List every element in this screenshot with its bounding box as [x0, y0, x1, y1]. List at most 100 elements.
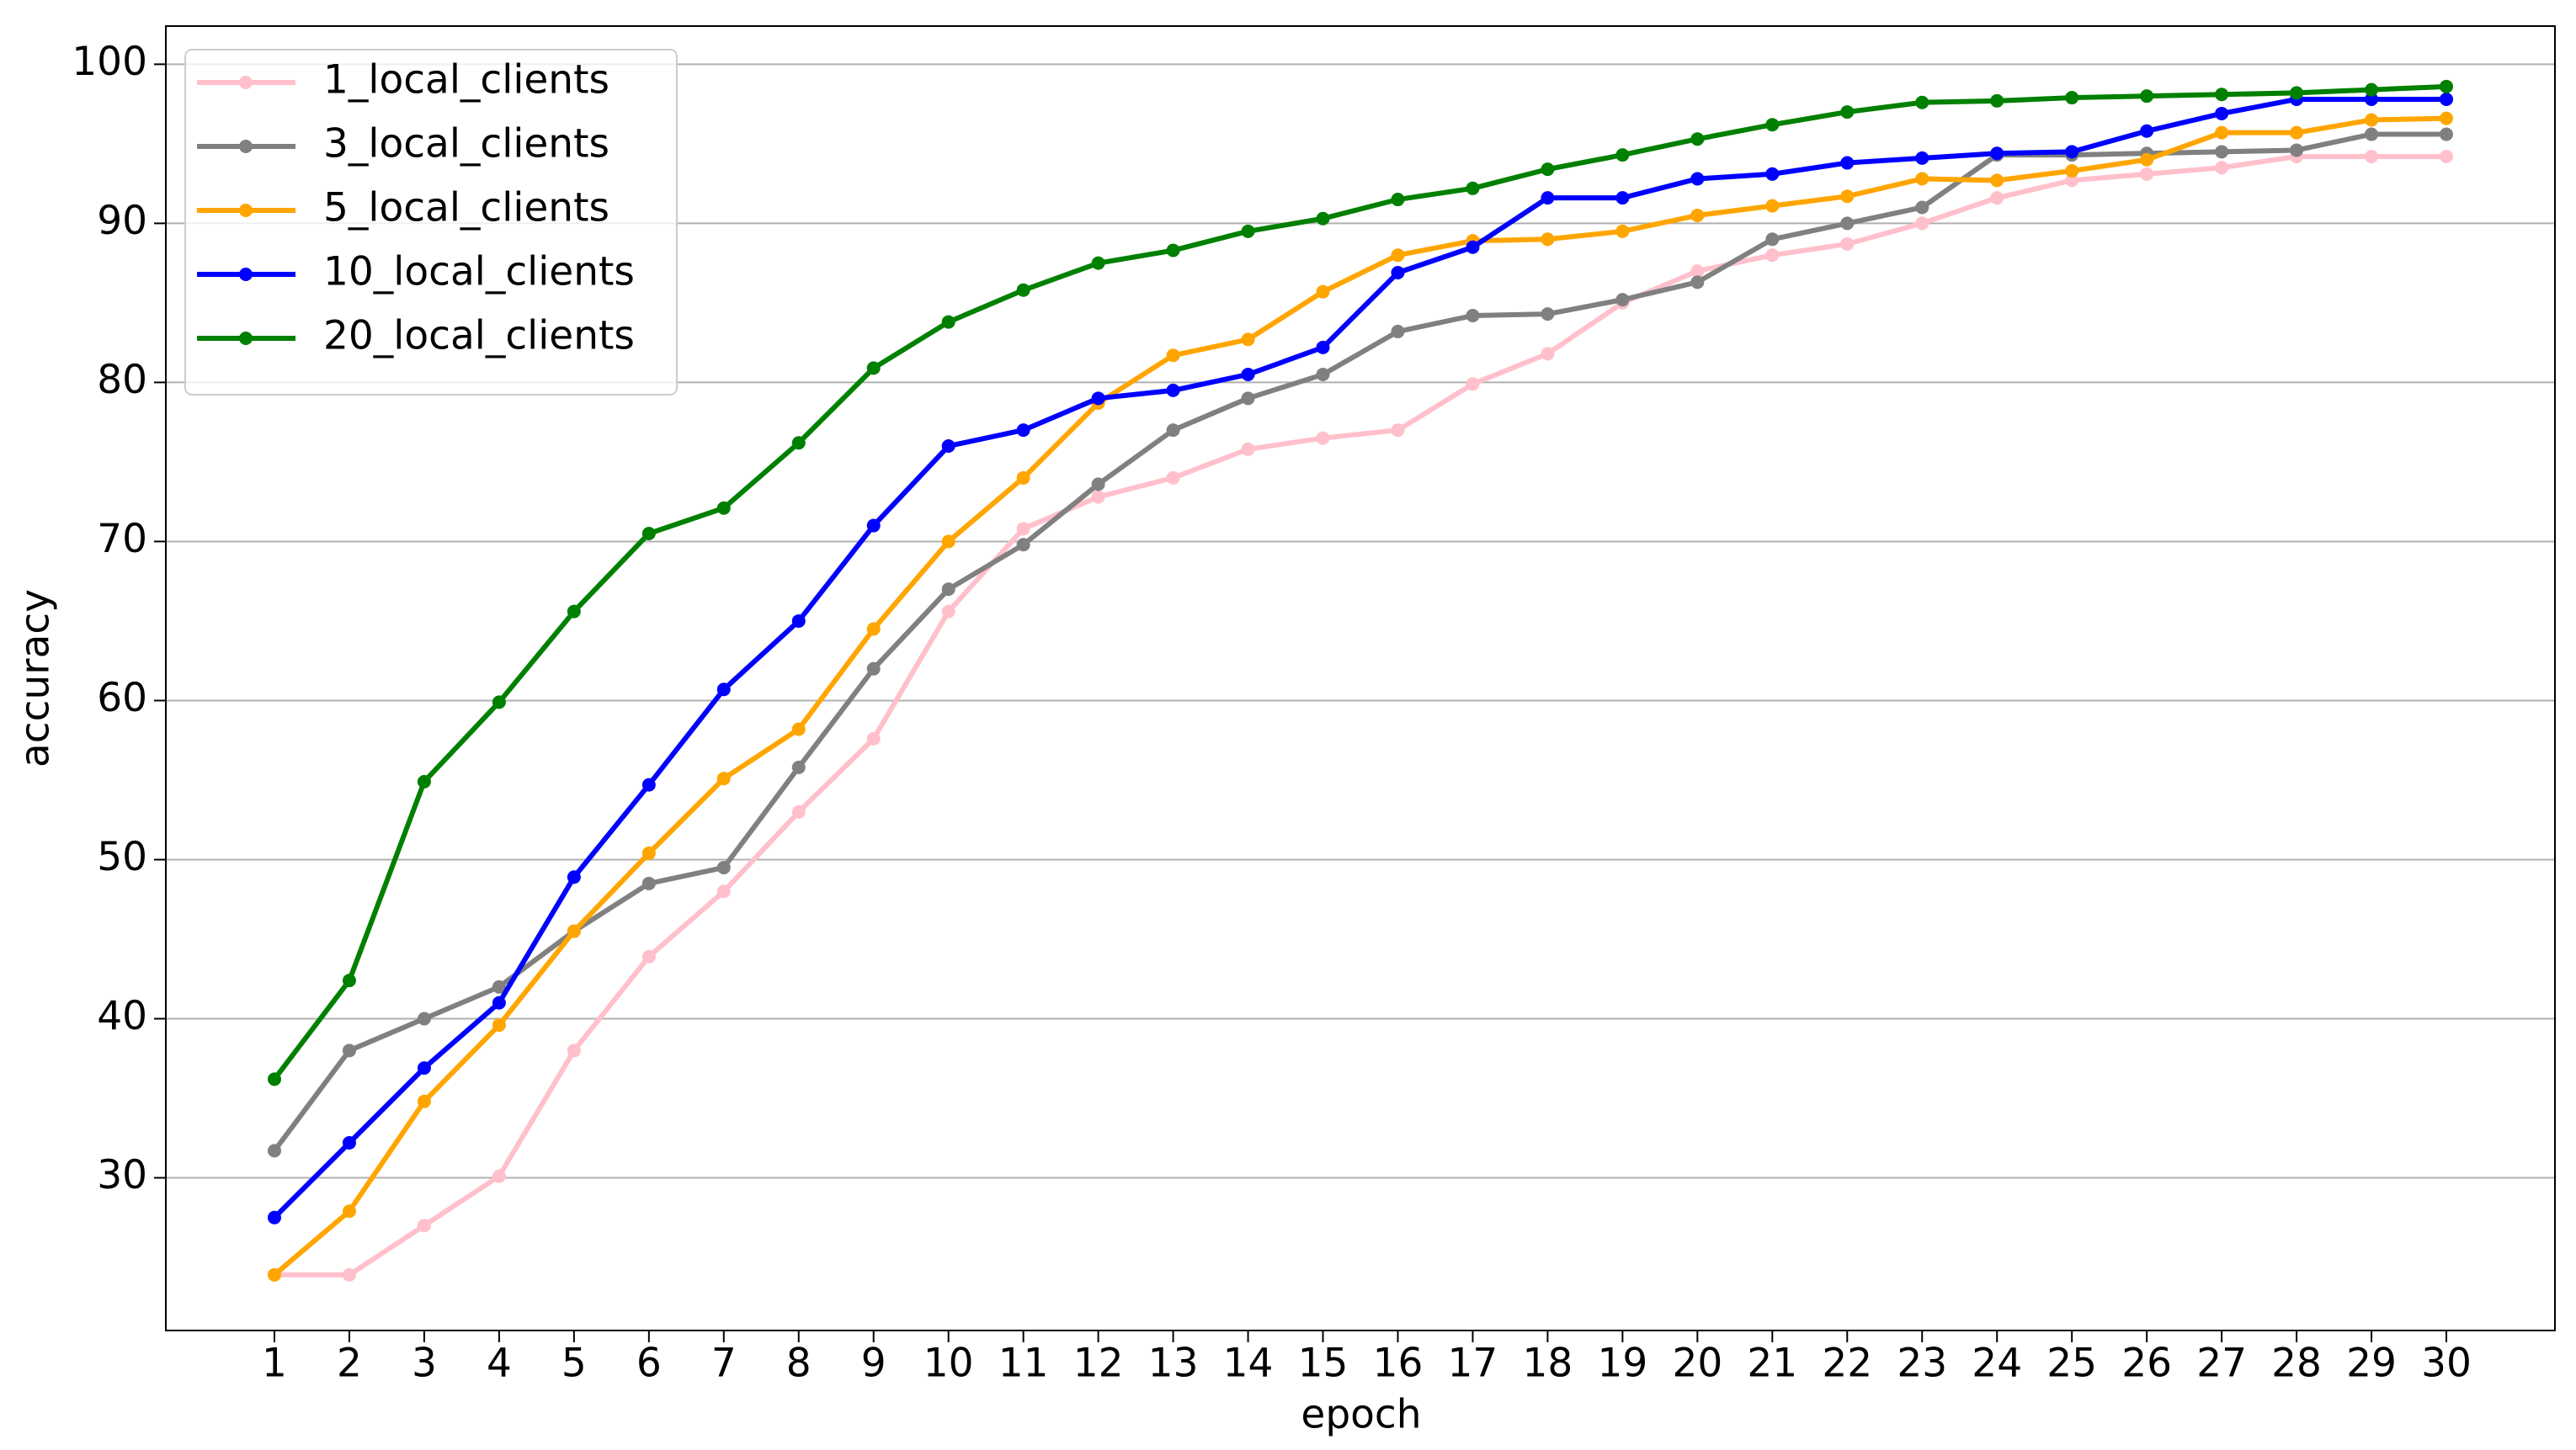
data-point — [1166, 423, 1180, 438]
data-point — [1166, 243, 1180, 258]
data-point — [1016, 470, 1030, 485]
x-tick-label: 5 — [562, 1341, 587, 1387]
data-point — [1615, 224, 1630, 238]
x-tick-label: 21 — [1747, 1341, 1797, 1387]
x-tick-label: 16 — [1373, 1341, 1424, 1387]
legend-box — [184, 49, 678, 396]
data-point — [567, 1044, 581, 1058]
data-point — [1316, 367, 1330, 381]
data-point — [716, 501, 731, 515]
data-point — [1316, 431, 1330, 445]
y-tick-label: 90 — [97, 198, 147, 244]
plot-frame — [165, 25, 2556, 1331]
legend-marker — [239, 268, 253, 281]
data-point — [1391, 324, 1405, 338]
x-tick-label: 24 — [1972, 1341, 2022, 1387]
x-tick-label: 29 — [2346, 1341, 2397, 1387]
x-tick-label: 15 — [1298, 1341, 1349, 1387]
data-point — [1466, 240, 1480, 254]
data-point — [567, 924, 581, 938]
data-point — [1091, 256, 1105, 270]
data-point — [716, 683, 731, 697]
data-point — [1615, 148, 1630, 162]
data-point — [1391, 265, 1405, 279]
data-point — [1840, 156, 1855, 170]
data-point — [1990, 146, 2004, 161]
data-point — [1840, 189, 1855, 204]
x-tick-label: 3 — [412, 1341, 437, 1387]
legend-label: 10_local_clients — [323, 249, 635, 295]
data-point — [716, 860, 731, 874]
data-point — [1391, 248, 1405, 263]
data-point — [2290, 86, 2304, 100]
data-point — [2365, 82, 2379, 97]
data-point — [941, 604, 955, 619]
series-line — [272, 131, 2446, 1153]
x-tick-label: 11 — [998, 1341, 1049, 1387]
x-tick-label: 8 — [786, 1341, 812, 1387]
data-point — [866, 622, 881, 636]
x-tick-label: 28 — [2271, 1341, 2322, 1387]
data-point — [1541, 191, 1555, 205]
data-point — [1541, 232, 1555, 247]
data-point — [1391, 423, 1405, 438]
data-point — [1765, 118, 1780, 132]
legend-label: 3_local_clients — [323, 121, 609, 167]
y-tick-label: 60 — [97, 675, 147, 721]
legend-marker — [239, 76, 253, 89]
data-point — [268, 1072, 281, 1086]
data-point — [1241, 391, 1255, 406]
legend-marker — [239, 204, 253, 217]
x-tick-label: 2 — [337, 1341, 362, 1387]
data-point — [1765, 199, 1780, 213]
data-point — [2215, 125, 2229, 140]
data-point — [342, 1044, 356, 1058]
data-point — [2440, 111, 2453, 125]
x-tick-label: 30 — [2421, 1341, 2472, 1387]
data-point — [2065, 145, 2079, 159]
data-point — [791, 436, 806, 450]
data-point — [1615, 191, 1630, 205]
data-point — [1016, 283, 1030, 297]
y-tick-label: 30 — [97, 1152, 147, 1198]
x-tick-label: 12 — [1073, 1341, 1124, 1387]
data-point — [2065, 164, 2079, 178]
x-tick-label: 27 — [2196, 1341, 2247, 1387]
x-tick-label: 10 — [923, 1341, 974, 1387]
legend-label: 20_local_clients — [323, 313, 635, 359]
x-tick-label: 19 — [1597, 1341, 1647, 1387]
data-point — [1166, 470, 1180, 485]
x-tick-label: 4 — [487, 1341, 512, 1387]
data-point — [1840, 216, 1855, 231]
data-point — [1690, 132, 1705, 146]
series-line — [274, 154, 2446, 1277]
x-tick-label: 1 — [262, 1341, 287, 1387]
data-point — [2215, 88, 2229, 102]
y-tick-label: 80 — [97, 357, 147, 403]
data-point — [1990, 191, 2004, 205]
data-point — [1016, 522, 1030, 536]
x-tick-label: 25 — [2046, 1341, 2097, 1387]
x-tick-label: 13 — [1148, 1341, 1199, 1387]
y-tick-label: 70 — [97, 516, 147, 562]
data-point — [2365, 127, 2379, 141]
data-point — [1091, 477, 1105, 491]
data-point — [866, 731, 881, 746]
data-point — [1316, 211, 1330, 226]
data-point — [268, 1210, 281, 1224]
y-tick-label: 100 — [72, 39, 147, 85]
x-tick-label: 20 — [1672, 1341, 1722, 1387]
x-tick-label: 23 — [1897, 1341, 1947, 1387]
data-point — [1615, 293, 1630, 307]
data-point — [2365, 92, 2379, 106]
x-tick-label: 6 — [636, 1341, 662, 1387]
data-point — [1466, 309, 1480, 323]
data-point — [342, 1267, 356, 1282]
data-point — [1765, 167, 1780, 181]
data-point — [941, 439, 955, 454]
data-point — [2290, 143, 2304, 157]
data-point — [791, 722, 806, 736]
data-point — [1241, 367, 1255, 381]
data-point — [1690, 208, 1705, 222]
data-point — [1166, 348, 1180, 363]
